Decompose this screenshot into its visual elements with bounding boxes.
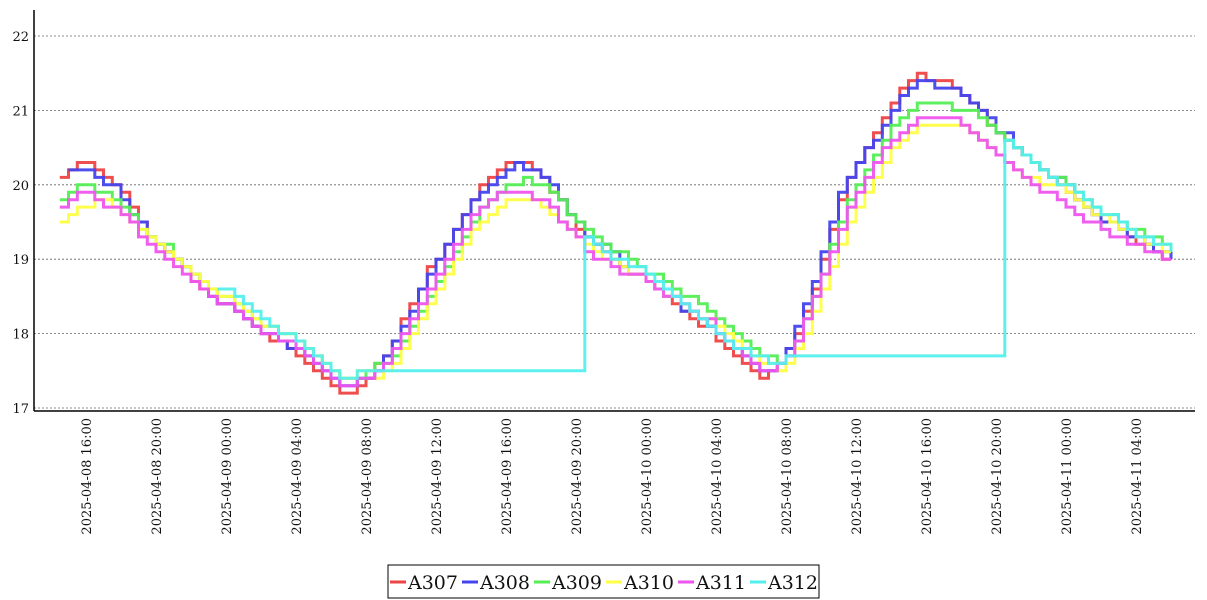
y-tick-label: 22 [12,30,29,45]
x-tick-label: 2025-04-10 12:00 [850,418,865,535]
legend-label-a310: A310 [623,572,674,594]
x-tick-label: 2025-04-10 20:00 [990,418,1005,535]
y-tick-label: 21 [12,104,29,119]
x-tick-label: 2025-04-11 04:00 [1130,418,1145,535]
x-tick-label: 2025-04-10 00:00 [640,418,655,535]
legend-label-a309: A309 [551,572,602,594]
x-tick-label: 2025-04-09 16:00 [500,418,515,535]
series-line-a311 [59,116,1171,388]
y-tick-label: 17 [12,402,29,417]
x-tick-label: 2025-04-10 04:00 [710,418,725,535]
x-tick-label: 2025-04-09 00:00 [220,418,235,535]
legend-label-a307: A307 [407,572,458,594]
y-tick-label: 18 [12,328,29,343]
y-gridlines [34,35,1195,409]
x-tick-label: 2025-04-10 16:00 [920,418,935,535]
x-tick-label: 2025-04-09 20:00 [570,418,585,535]
legend-label-a308: A308 [479,572,530,594]
series-line-a312 [217,138,1173,380]
x-tick-label: 2025-04-08 16:00 [80,418,95,535]
x-tick-label: 2025-04-10 08:00 [780,418,795,535]
axes [33,10,1195,412]
series-lines [59,71,1173,395]
legend-label-a311: A311 [695,572,746,594]
x-tick-labels: 2025-04-08 16:00 2025-04-08 20:00 2025-04-… [80,418,1145,535]
legend-label-a312: A312 [767,572,818,594]
x-tick-label: 2025-04-08 20:00 [150,418,165,535]
x-tick-label: 2025-04-11 00:00 [1060,418,1075,535]
y-tick-label: 19 [12,253,29,268]
x-tick-label: 2025-04-09 08:00 [360,418,375,535]
x-tick-label: 2025-04-09 12:00 [430,418,445,535]
legend-box [387,564,820,599]
legend: A307 A308 A309 A310 A311 A312 [387,564,820,599]
y-tick-labels: 17 18 19 20 21 22 [12,30,29,417]
x-tick-label: 2025-04-09 04:00 [290,418,305,535]
y-tick-label: 20 [12,179,29,194]
